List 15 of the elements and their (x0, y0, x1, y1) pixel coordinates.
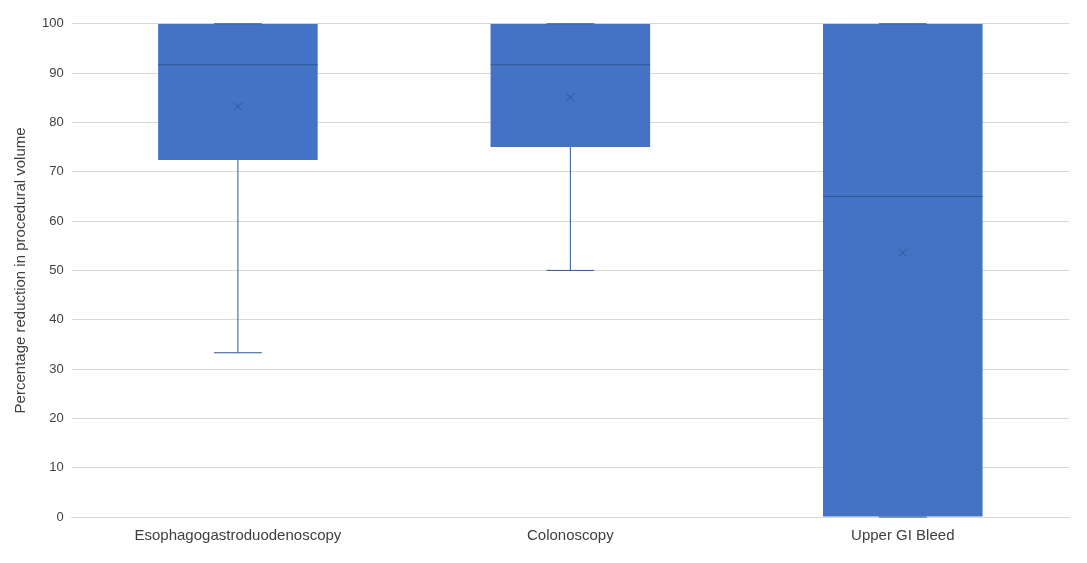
y-tick-label: 80 (49, 114, 64, 130)
y-tick-label: 60 (49, 212, 64, 228)
x-tick-label: Upper GI Bleed (851, 526, 955, 544)
y-tick-label: 100 (41, 15, 64, 31)
x-tick-label: Esophagogastroduodenoscopy (134, 526, 342, 544)
y-tick-label: 20 (49, 409, 64, 425)
y-tick-label: 70 (49, 163, 64, 179)
y-tick-label: 40 (49, 311, 64, 327)
y-tick-label: 30 (49, 360, 64, 376)
x-tick-label: Colonoscopy (526, 526, 615, 544)
y-tick-label: 0 (56, 508, 64, 524)
y-tick-label: 10 (49, 459, 64, 475)
y-tick-label: 50 (49, 261, 64, 277)
y-tick-label: 90 (49, 64, 64, 80)
y-axis-title: Percentage reduction in procedural volume (11, 127, 29, 414)
